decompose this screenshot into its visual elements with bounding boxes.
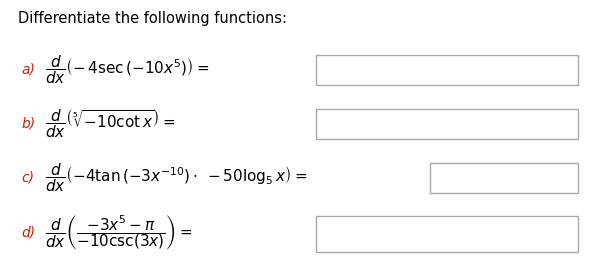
Text: $\dfrac{d}{dx}\left( \dfrac{-3x^5 - \pi}{-10\csc(3x)}\right) =$: $\dfrac{d}{dx}\left( \dfrac{-3x^5 - \pi}… — [45, 214, 193, 252]
Text: a): a) — [21, 63, 35, 77]
Text: $\dfrac{d}{dx}\left( \sqrt[5]{-10\cot x}\right) =$: $\dfrac{d}{dx}\left( \sqrt[5]{-10\cot x}… — [45, 107, 176, 140]
Text: b): b) — [21, 117, 35, 131]
FancyBboxPatch shape — [316, 216, 578, 252]
Text: d): d) — [21, 226, 35, 240]
FancyBboxPatch shape — [430, 163, 578, 193]
FancyBboxPatch shape — [316, 109, 578, 139]
Text: $\dfrac{d}{dx}\left( -4\tan\left( -3x^{-10}\right)\cdot\; -50\log_5 x\right) =$: $\dfrac{d}{dx}\left( -4\tan\left( -3x^{-… — [45, 161, 308, 194]
Text: $\dfrac{d}{dx}\left( -\,4\sec\left( -10x^5\right)\right) =$: $\dfrac{d}{dx}\left( -\,4\sec\left( -10x… — [45, 53, 209, 86]
FancyBboxPatch shape — [316, 55, 578, 85]
Text: c): c) — [21, 170, 34, 185]
Text: Differentiate the following functions:: Differentiate the following functions: — [18, 11, 287, 26]
